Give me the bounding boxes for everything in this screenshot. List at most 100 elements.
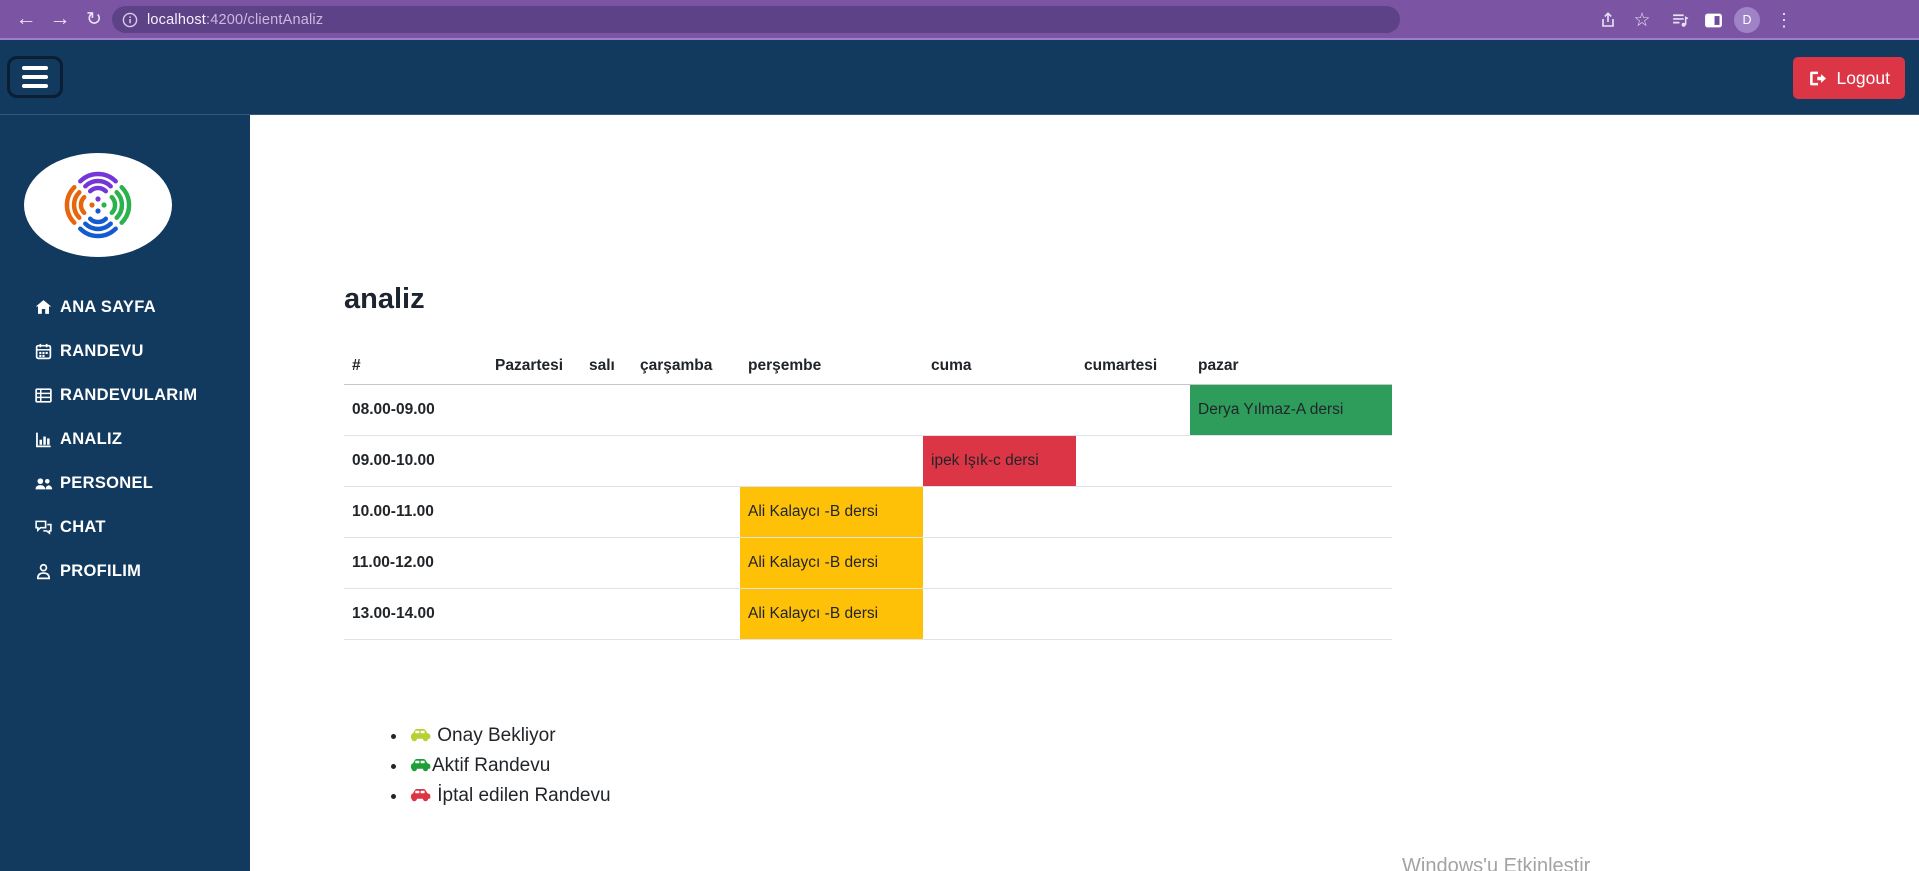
app-logo [24,153,172,257]
legend-list: Onay Bekliyor Aktif Randevu İptal edilen … [382,721,611,811]
browser-menu-dots-icon[interactable]: ⋮ [1775,9,1793,30]
app-navbar: Logout [0,40,1919,115]
empty-cell [581,486,632,538]
list-icon [34,386,53,405]
table-row: 13.00-14.00 Ali Kalaycı -B dersi [344,588,1392,640]
sidebar-item-chat[interactable]: CHAT [0,505,250,549]
sidebar-item-profilim[interactable]: PROFILIM [0,549,250,593]
lesson-cell: Ali Kalaycı -B dersi [740,588,923,640]
logout-button[interactable]: Logout [1793,57,1905,99]
legend-item: Aktif Randevu [408,751,611,781]
legend-item: Onay Bekliyor [408,721,611,751]
empty-cell [740,435,923,487]
sidebar: ANA SAYFA RANDEVU RANDEVULARıM ANALIZ PERSON… [0,115,250,871]
sign-out-icon [1810,71,1827,85]
sidebar-item-randevu[interactable]: RANDEVU [0,329,250,373]
empty-cell [581,384,632,436]
browser-chrome: ← → ↻ localhost:4200/clientAnaliz ☆ [0,0,1919,40]
windows-activation-watermark: Windows'u Etkinleştir [1402,855,1591,871]
empty-cell [581,435,632,487]
column-header-cuma: cuma [923,348,1076,385]
empty-cell [1190,537,1392,589]
schedule-table: # Pazartesi salı çarşamba perşembe cuma cumart… [344,348,1392,640]
empty-cell [632,384,740,436]
table-body: 08.00-09.00 Derya Yılmaz-A dersi 09.00-10.… [344,384,1392,640]
table-header-row: # Pazartesi salı çarşamba perşembe cuma cumart… [344,348,1392,385]
home-icon [34,298,53,317]
column-header-time: # [344,348,487,385]
site-info-icon[interactable] [122,12,138,28]
sidebar-item-analiz[interactable]: ANALIZ [0,417,250,461]
empty-cell [923,537,1076,589]
time-cell: 13.00-14.00 [344,588,487,640]
empty-cell [1076,486,1190,538]
sidebar-menu: ANA SAYFA RANDEVU RANDEVULARıM ANALIZ PERSON… [0,285,250,593]
address-bar[interactable]: localhost:4200/clientAnaliz [112,6,1400,33]
bookmark-star-icon[interactable]: ☆ [1633,9,1651,31]
table-row: 09.00-10.00 ipek Işık-c dersi [344,435,1392,487]
column-header-pazar: pazar [1190,348,1392,385]
empty-cell [1076,537,1190,589]
sidebar-item-personel[interactable]: PERSONEL [0,461,250,505]
browser-profile-avatar[interactable]: D [1734,7,1760,33]
url-path: :4200/clientAnaliz [206,11,324,28]
lesson-cell: ipek Işık-c dersi [923,435,1076,487]
legend-label: Onay Bekliyor [432,725,556,746]
chat-icon [34,518,53,537]
sidebar-item-label: PERSONEL [60,473,154,492]
legend-label: İptal edilen Randevu [432,785,611,806]
sidebar-item-ana-sayfa[interactable]: ANA SAYFA [0,285,250,329]
empty-cell [1190,588,1392,640]
time-cell: 09.00-10.00 [344,435,487,487]
sidebar-item-label: RANDEVU [60,341,144,360]
empty-cell [1076,384,1190,436]
sidebar-item-randevularim[interactable]: RANDEVULARıM [0,373,250,417]
table-row: 10.00-11.00 Ali Kalaycı -B dersi [344,486,1392,538]
empty-cell [1076,435,1190,487]
empty-cell [581,537,632,589]
empty-cell [487,384,581,436]
legend-item: İptal edilen Randevu [408,781,611,811]
table-row: 08.00-09.00 Derya Yılmaz-A dersi [344,384,1392,436]
empty-cell [487,435,581,487]
car-icon [408,725,432,746]
empty-cell [632,486,740,538]
car-icon [408,785,432,806]
side-panel-icon[interactable] [1701,8,1725,32]
column-header-pazartesi: Pazartesi [487,348,581,385]
sidebar-item-label: CHAT [60,517,106,536]
car-icon [408,755,432,776]
column-header-cumartesi: cumartesi [1076,348,1190,385]
url-host: localhost [147,11,207,28]
lesson-cell: Ali Kalaycı -B dersi [740,486,923,538]
time-cell: 10.00-11.00 [344,486,487,538]
main-content: analiz # Pazartesi salı çarşamba perşembe cum… [250,115,1919,871]
logout-label: Logout [1836,67,1890,88]
empty-cell [1076,588,1190,640]
empty-cell [1190,435,1392,487]
chart-icon [34,430,53,449]
empty-cell [740,384,923,436]
playlist-extension-icon[interactable] [1668,8,1692,32]
share-icon[interactable] [1596,8,1620,32]
table-row: 11.00-12.00 Ali Kalaycı -B dersi [344,537,1392,589]
browser-back-icon[interactable]: ← [15,7,37,30]
empty-cell [1190,486,1392,538]
legend-label: Aktif Randevu [432,755,551,776]
menu-toggle-button[interactable] [7,56,63,98]
lesson-cell: Ali Kalaycı -B dersi [740,537,923,589]
browser-forward-icon[interactable]: → [49,7,71,30]
url-text: localhost:4200/clientAnaliz [147,12,323,28]
time-cell: 11.00-12.00 [344,537,487,589]
page-title: analiz [344,283,425,315]
empty-cell [581,588,632,640]
column-header-sali: salı [581,348,632,385]
empty-cell [923,486,1076,538]
empty-cell [632,588,740,640]
empty-cell [632,537,740,589]
time-cell: 08.00-09.00 [344,384,487,436]
column-header-persembe: perşembe [740,348,923,385]
browser-reload-icon[interactable]: ↻ [86,8,102,30]
sidebar-item-label: ANALIZ [60,429,123,448]
